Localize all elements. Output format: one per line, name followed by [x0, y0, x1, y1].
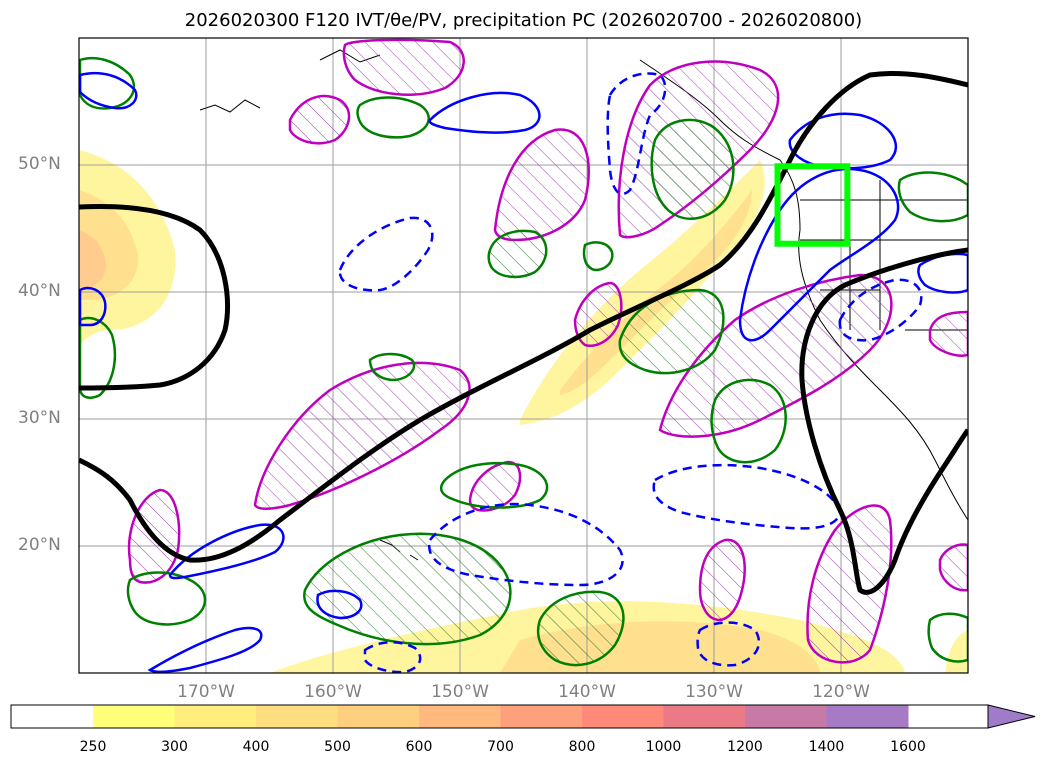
pv-region-10 — [288, 94, 351, 145]
lat-label: 40°N — [18, 281, 61, 301]
colorbar-tick-label: 300 — [161, 739, 188, 755]
colorbar-segment — [745, 705, 827, 728]
precip-contours — [79, 56, 968, 667]
lon-label: 130°W — [685, 682, 743, 702]
pv-region-9 — [468, 460, 522, 512]
precip-contour-14 — [368, 352, 416, 382]
highlight-box — [774, 163, 851, 247]
colorbar-segment — [419, 705, 501, 728]
colorbar-tick-label: 1200 — [727, 739, 763, 755]
blue-contour-4 — [168, 523, 285, 580]
lon-label: 150°W — [431, 682, 489, 702]
map-frame — [78, 37, 969, 674]
colorbar-segment — [93, 705, 175, 728]
lat-label: 20°N — [18, 535, 61, 555]
precip-contour-12 — [897, 171, 968, 223]
colorbar-tick-label: 1400 — [808, 739, 845, 755]
precip-contour-11 — [356, 96, 430, 139]
precip-contour-4 — [650, 118, 735, 220]
lon-label: 140°W — [558, 682, 616, 702]
lon-label: 160°W — [304, 682, 362, 702]
theta-e-contour-1 — [79, 203, 231, 391]
precip-contour-8 — [79, 56, 136, 110]
colorbar-frame — [10, 704, 989, 729]
colorbar-tick-label: 500 — [324, 739, 351, 755]
pv-region-5 — [806, 504, 893, 664]
blue-dashed-4 — [652, 463, 842, 530]
map-panel — [79, 38, 968, 673]
precip-contour-6 — [710, 378, 787, 464]
colorbar-segment — [663, 705, 746, 728]
precip-contour-7 — [439, 461, 549, 509]
precip-contour-10 — [126, 571, 207, 626]
precip-contour-5 — [487, 229, 548, 279]
lat-label: 30°N — [18, 408, 61, 428]
colorbar-segment — [174, 705, 257, 728]
blue-contour-3 — [788, 112, 897, 170]
blue-contour-9 — [316, 589, 363, 620]
blue-dashed-2 — [606, 72, 667, 196]
blue-dashed-3 — [427, 502, 624, 587]
lon-label: 120°W — [812, 682, 870, 702]
colorbar-segment — [337, 705, 420, 728]
theta-e-contour-2 — [79, 70, 968, 563]
colorbar — [10, 704, 1036, 729]
colorbar-tick-label: 1600 — [890, 739, 926, 755]
precip-contour-13 — [582, 241, 614, 272]
theta-e-contour-3 — [799, 247, 968, 595]
blue-contour-1 — [428, 91, 541, 134]
blue-contour-8 — [79, 286, 107, 327]
pv-region-13 — [342, 38, 465, 96]
pv-region-6 — [698, 538, 746, 622]
colorbar-tick-label: 700 — [487, 739, 514, 755]
precip-contour-15 — [927, 612, 968, 663]
colorbar-tick-label: 250 — [79, 739, 107, 755]
colorbar-tick-label: 600 — [405, 739, 433, 755]
pv-region-12 — [938, 543, 968, 592]
colorbar-seg-under — [11, 705, 93, 728]
precip-contour-2 — [536, 590, 625, 667]
lat-label: 50°N — [18, 154, 61, 174]
colorbar-segment — [826, 705, 909, 728]
blue-dashed-5 — [838, 278, 923, 342]
colorbar-extend-arrow — [987, 704, 1036, 729]
colorbar-segment — [582, 705, 664, 728]
ivt-area-west-core — [79, 230, 106, 290]
blue-contour-6 — [79, 71, 138, 110]
lon-label: 170°W — [177, 682, 235, 702]
colorbar-tick-label: 1000 — [645, 739, 682, 755]
blue-dashed-contours — [338, 72, 923, 673]
colorbar-segment — [500, 705, 583, 728]
blue-dashed-1 — [338, 216, 434, 292]
theta-e-contours — [79, 70, 968, 595]
blue-contour-5 — [147, 626, 263, 673]
colorbar-segment — [256, 705, 338, 728]
blue-dashed-7 — [696, 621, 761, 667]
colorbar-tick-label: 800 — [568, 739, 596, 755]
precip-contour-1 — [302, 532, 512, 646]
pv-region-11 — [928, 310, 968, 357]
colorbar-tick-label: 400 — [242, 739, 270, 755]
map-title: 2026020300 F120 IVT/θe/PV, precipitation… — [184, 10, 863, 31]
